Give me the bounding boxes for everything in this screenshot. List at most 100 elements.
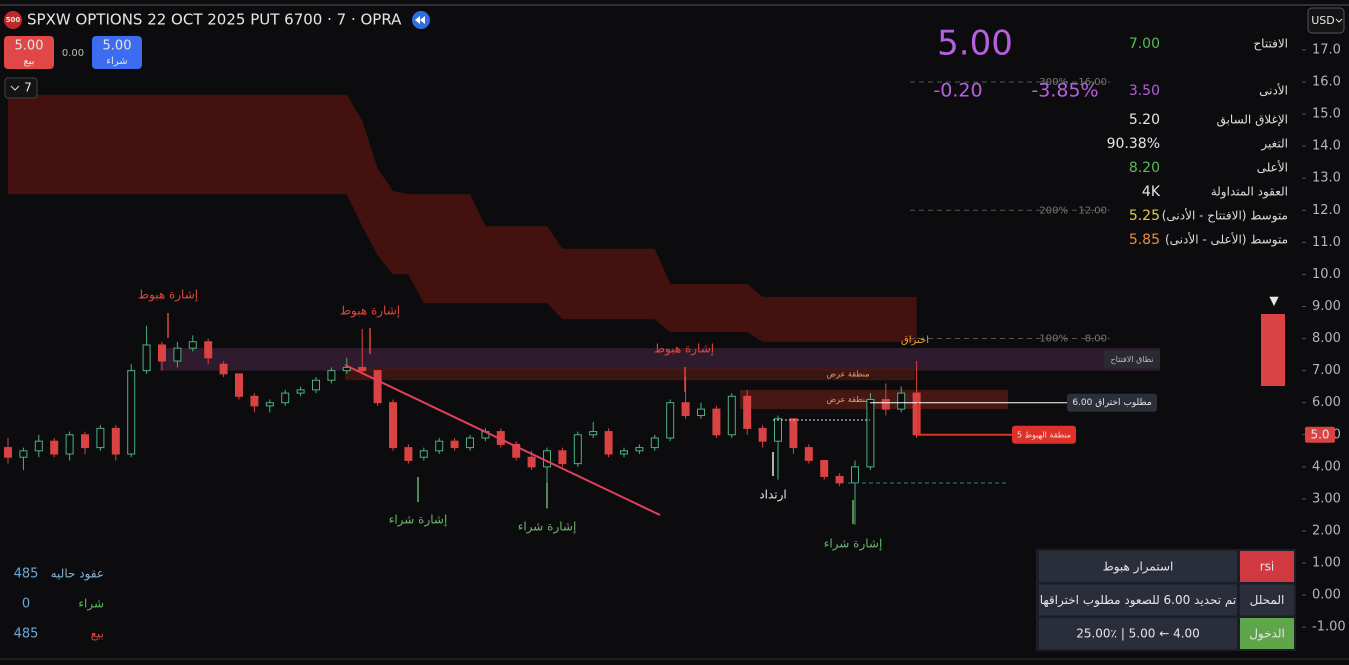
- level-tag: [1012, 425, 1076, 444]
- candle-body: [697, 408, 705, 417]
- candle-body: [851, 466, 859, 484]
- replay-arrows: [415, 16, 425, 24]
- candle-body: [758, 427, 767, 442]
- panel-cell: [1039, 584, 1237, 616]
- last-price-tag: [1305, 426, 1335, 443]
- candle-body: [34, 440, 43, 452]
- quote-change-pct: -3.85%: [1031, 80, 1098, 102]
- candle-body: [419, 450, 428, 458]
- position-bar: [1261, 314, 1285, 386]
- sell-price: 5.00: [15, 39, 44, 54]
- candle-body: [142, 344, 151, 372]
- breakout-label: اختراق: [901, 335, 929, 346]
- currency-button[interactable]: [1307, 7, 1345, 34]
- target-price: 8.00: [1085, 334, 1107, 345]
- buy-price: 5.00: [103, 39, 132, 54]
- candle-body: [543, 450, 551, 468]
- candle-body: [96, 427, 105, 449]
- panel-key: الدخول: [1249, 627, 1285, 642]
- candle-body: [235, 373, 243, 397]
- candle-body: [774, 418, 782, 442]
- stat-label: متوسط (الافتتاح - الأدنى): [1162, 208, 1288, 224]
- candle-body: [450, 440, 459, 449]
- panel-key-cell: [1240, 584, 1294, 616]
- y-tick-label: 17.0: [1312, 42, 1341, 57]
- buy-button[interactable]: [92, 36, 142, 69]
- y-tick-label: 4.00: [1312, 459, 1341, 474]
- y-tick-label: 7.00: [1312, 363, 1341, 378]
- candle-body: [296, 389, 305, 394]
- y-tick-label: 11.0: [1312, 235, 1341, 250]
- candle-body: [219, 363, 228, 375]
- candle-body: [4, 447, 12, 458]
- candle-body: [789, 418, 798, 449]
- candle-body: [19, 450, 28, 458]
- chevron: [1335, 18, 1343, 23]
- candle-body: [620, 450, 628, 455]
- candle-body: [820, 459, 829, 477]
- candle-body: [635, 447, 644, 452]
- candle-body: [188, 341, 197, 349]
- candle-body: [111, 427, 120, 455]
- annotation: إشارة شراء: [389, 513, 448, 528]
- position-label: شراء: [78, 597, 104, 612]
- candle-body: [435, 440, 444, 452]
- trend-line: [344, 364, 661, 516]
- position-label: عقود حاليه: [51, 567, 104, 582]
- currency: USD: [1311, 14, 1335, 27]
- candle-body: [158, 344, 166, 362]
- position-value: 485: [14, 627, 39, 642]
- annotation: إشارة هبوط: [138, 288, 198, 303]
- stat-label: العقود المتداولة: [1211, 185, 1288, 200]
- candle-body: [466, 437, 474, 449]
- candle-body: [866, 398, 875, 468]
- stat-value: 5.20: [1129, 112, 1160, 128]
- sell-label: بيع: [23, 56, 34, 67]
- y-tick-label: 9.00: [1312, 299, 1341, 314]
- annotation: ارتداد: [759, 488, 786, 503]
- panel-key-cell: [1240, 618, 1294, 649]
- signals: [167, 313, 854, 524]
- symbol-title: SPXW OPTIONS 22 OCT 2025 PUT 6700 · 7 · …: [27, 11, 402, 29]
- zone-tag: [1104, 350, 1160, 369]
- quote-price: 5.00: [937, 24, 1013, 64]
- position-value: 485: [14, 567, 39, 582]
- y-tick-label: 1.00: [1312, 556, 1341, 571]
- stat-label: الافتتاح: [1253, 37, 1288, 51]
- stat-label: الأدنى: [1259, 83, 1288, 98]
- y-tick-label: 16.0: [1312, 74, 1341, 89]
- target-pct: 200%: [1039, 205, 1068, 216]
- spread: 0.00: [62, 48, 84, 59]
- candle-body: [81, 434, 89, 449]
- y-tick-label: 0.00: [1312, 588, 1341, 603]
- stat-label: التغير: [1260, 137, 1288, 152]
- candle-body: [912, 392, 921, 436]
- candle-body: [604, 431, 613, 455]
- stat-value: 5.25: [1129, 208, 1160, 224]
- candle-body: [342, 366, 351, 372]
- candle-body: [404, 447, 413, 461]
- candle-body: [512, 443, 521, 458]
- stat-value: 3.50: [1129, 83, 1160, 99]
- interval-button[interactable]: [4, 77, 38, 99]
- panel-key: rsi: [1260, 560, 1275, 574]
- candle-body: [312, 379, 320, 391]
- stat-label: الإغلاق السابق: [1217, 113, 1288, 128]
- position-label: بيع: [91, 627, 104, 641]
- quote-change: -0.20: [933, 80, 982, 102]
- stat-label: متوسط (الأعلى - الأدنى): [1165, 232, 1288, 248]
- candle-body: [281, 392, 290, 404]
- candle-body: [250, 395, 259, 407]
- level-label: منطقة الهبوط 5: [1017, 430, 1071, 439]
- candle-body: [804, 447, 813, 461]
- buy-label: شراء: [106, 56, 127, 67]
- candle-body: [65, 434, 74, 455]
- target-price: 16.00: [1078, 77, 1107, 88]
- candle-body: [881, 398, 890, 410]
- candle-body: [265, 402, 274, 407]
- sell-button[interactable]: [4, 36, 54, 69]
- zone-label: منطقة عرض: [827, 395, 870, 404]
- candle-body: [558, 450, 567, 465]
- target-pct: 300%: [1039, 77, 1068, 88]
